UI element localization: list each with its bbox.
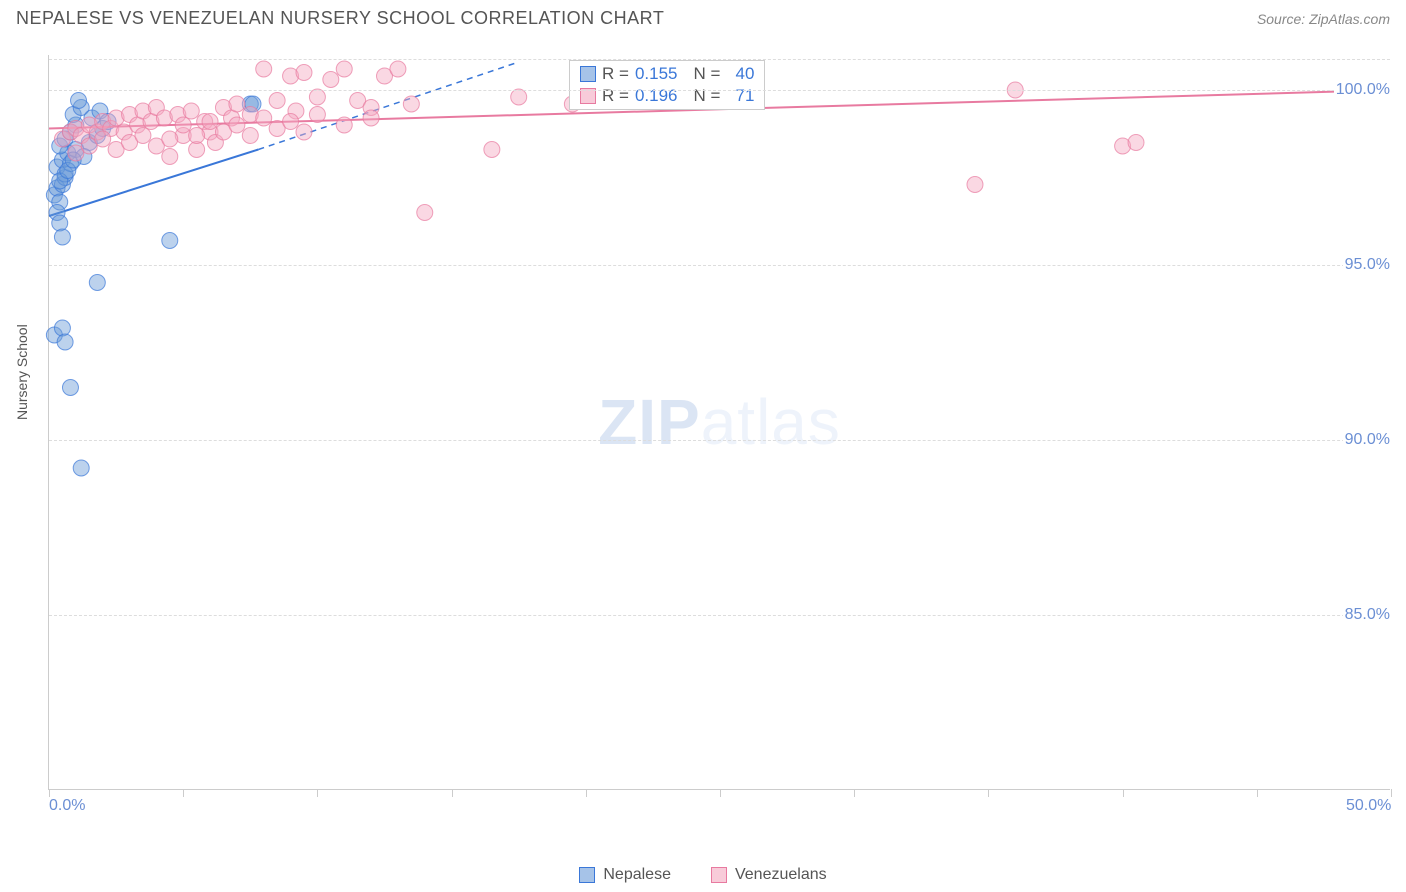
legend-swatch: [711, 867, 727, 883]
y-tick-label: 85.0%: [1343, 606, 1392, 624]
data-point: [175, 117, 191, 133]
x-tick: [1123, 789, 1124, 797]
x-tick: [586, 789, 587, 797]
x-tick: [317, 789, 318, 797]
data-point: [229, 117, 245, 133]
data-point: [296, 124, 312, 140]
data-point: [202, 114, 218, 130]
data-point: [52, 215, 68, 231]
data-point: [162, 233, 178, 249]
data-point: [95, 131, 111, 147]
data-point: [484, 142, 500, 158]
legend-r-value: 0.196: [635, 86, 678, 106]
x-tick: [1391, 789, 1392, 797]
legend-n-label: N =: [693, 86, 720, 106]
chart-title: NEPALESE VS VENEZUELAN NURSERY SCHOOL CO…: [16, 8, 664, 29]
x-tick: [1257, 789, 1258, 797]
data-point: [309, 107, 325, 123]
gridline: [49, 440, 1390, 441]
data-point: [229, 96, 245, 112]
data-point: [162, 149, 178, 165]
data-point: [417, 205, 433, 221]
data-point: [283, 114, 299, 130]
data-point: [296, 65, 312, 81]
data-point: [162, 131, 178, 147]
data-point: [54, 229, 70, 245]
legend-n-value: 40: [726, 64, 754, 84]
correlation-legend: R = 0.155 N = 40 R = 0.196 N = 71: [569, 60, 765, 110]
x-tick-label: 0.0%: [49, 797, 85, 815]
legend-n-label: N =: [693, 64, 720, 84]
legend-r-value: 0.155: [635, 64, 678, 84]
data-point: [363, 110, 379, 126]
data-point: [1128, 135, 1144, 151]
y-axis-label: Nursery School: [14, 324, 30, 420]
data-point: [54, 320, 70, 336]
data-point: [256, 61, 272, 77]
gridline: [49, 59, 1390, 60]
data-point: [189, 128, 205, 144]
legend-swatch: [579, 867, 595, 883]
scatter-svg: [49, 55, 1391, 790]
legend-n-value: 71: [726, 86, 754, 106]
data-point: [403, 96, 419, 112]
x-tick: [452, 789, 453, 797]
x-tick: [854, 789, 855, 797]
data-point: [336, 117, 352, 133]
data-point: [135, 128, 151, 144]
data-point: [73, 460, 89, 476]
bottom-legend-item: Nepalese: [579, 866, 671, 884]
legend-swatch: [580, 66, 596, 82]
x-tick: [183, 789, 184, 797]
data-point: [256, 110, 272, 126]
chart-header: NEPALESE VS VENEZUELAN NURSERY SCHOOL CO…: [0, 0, 1406, 37]
bottom-legend-label: Nepalese: [603, 866, 671, 884]
data-point: [71, 93, 87, 109]
chart-source: Source: ZipAtlas.com: [1257, 11, 1390, 27]
data-point: [309, 89, 325, 105]
gridline: [49, 265, 1390, 266]
data-point: [89, 275, 105, 291]
x-tick-label: 50.0%: [1346, 797, 1391, 815]
y-tick-label: 100.0%: [1334, 81, 1392, 99]
data-point: [336, 61, 352, 77]
legend-r-label: R =: [602, 86, 629, 106]
data-point: [57, 334, 73, 350]
gridline: [49, 90, 1390, 91]
bottom-legend-item: Venezuelans: [711, 866, 827, 884]
legend-row: R = 0.155 N = 40: [570, 63, 764, 85]
data-point: [323, 72, 339, 88]
y-tick-label: 95.0%: [1343, 256, 1392, 274]
x-tick: [720, 789, 721, 797]
data-point: [242, 128, 258, 144]
series-legend: Nepalese Venezuelans: [0, 858, 1406, 892]
legend-r-label: R =: [602, 64, 629, 84]
x-tick: [49, 789, 50, 797]
gridline: [49, 615, 1390, 616]
data-point: [967, 177, 983, 193]
y-tick-label: 90.0%: [1343, 431, 1392, 449]
data-point: [62, 380, 78, 396]
x-tick: [988, 789, 989, 797]
bottom-legend-label: Venezuelans: [735, 866, 827, 884]
data-point: [390, 61, 406, 77]
data-point: [511, 89, 527, 105]
chart-plot-area: ZIPatlas R =0.155N =40R =0.196N =71 85.0…: [48, 55, 1390, 790]
data-point: [183, 103, 199, 119]
legend-row: R = 0.196 N = 71: [570, 85, 764, 107]
data-point: [269, 93, 285, 109]
